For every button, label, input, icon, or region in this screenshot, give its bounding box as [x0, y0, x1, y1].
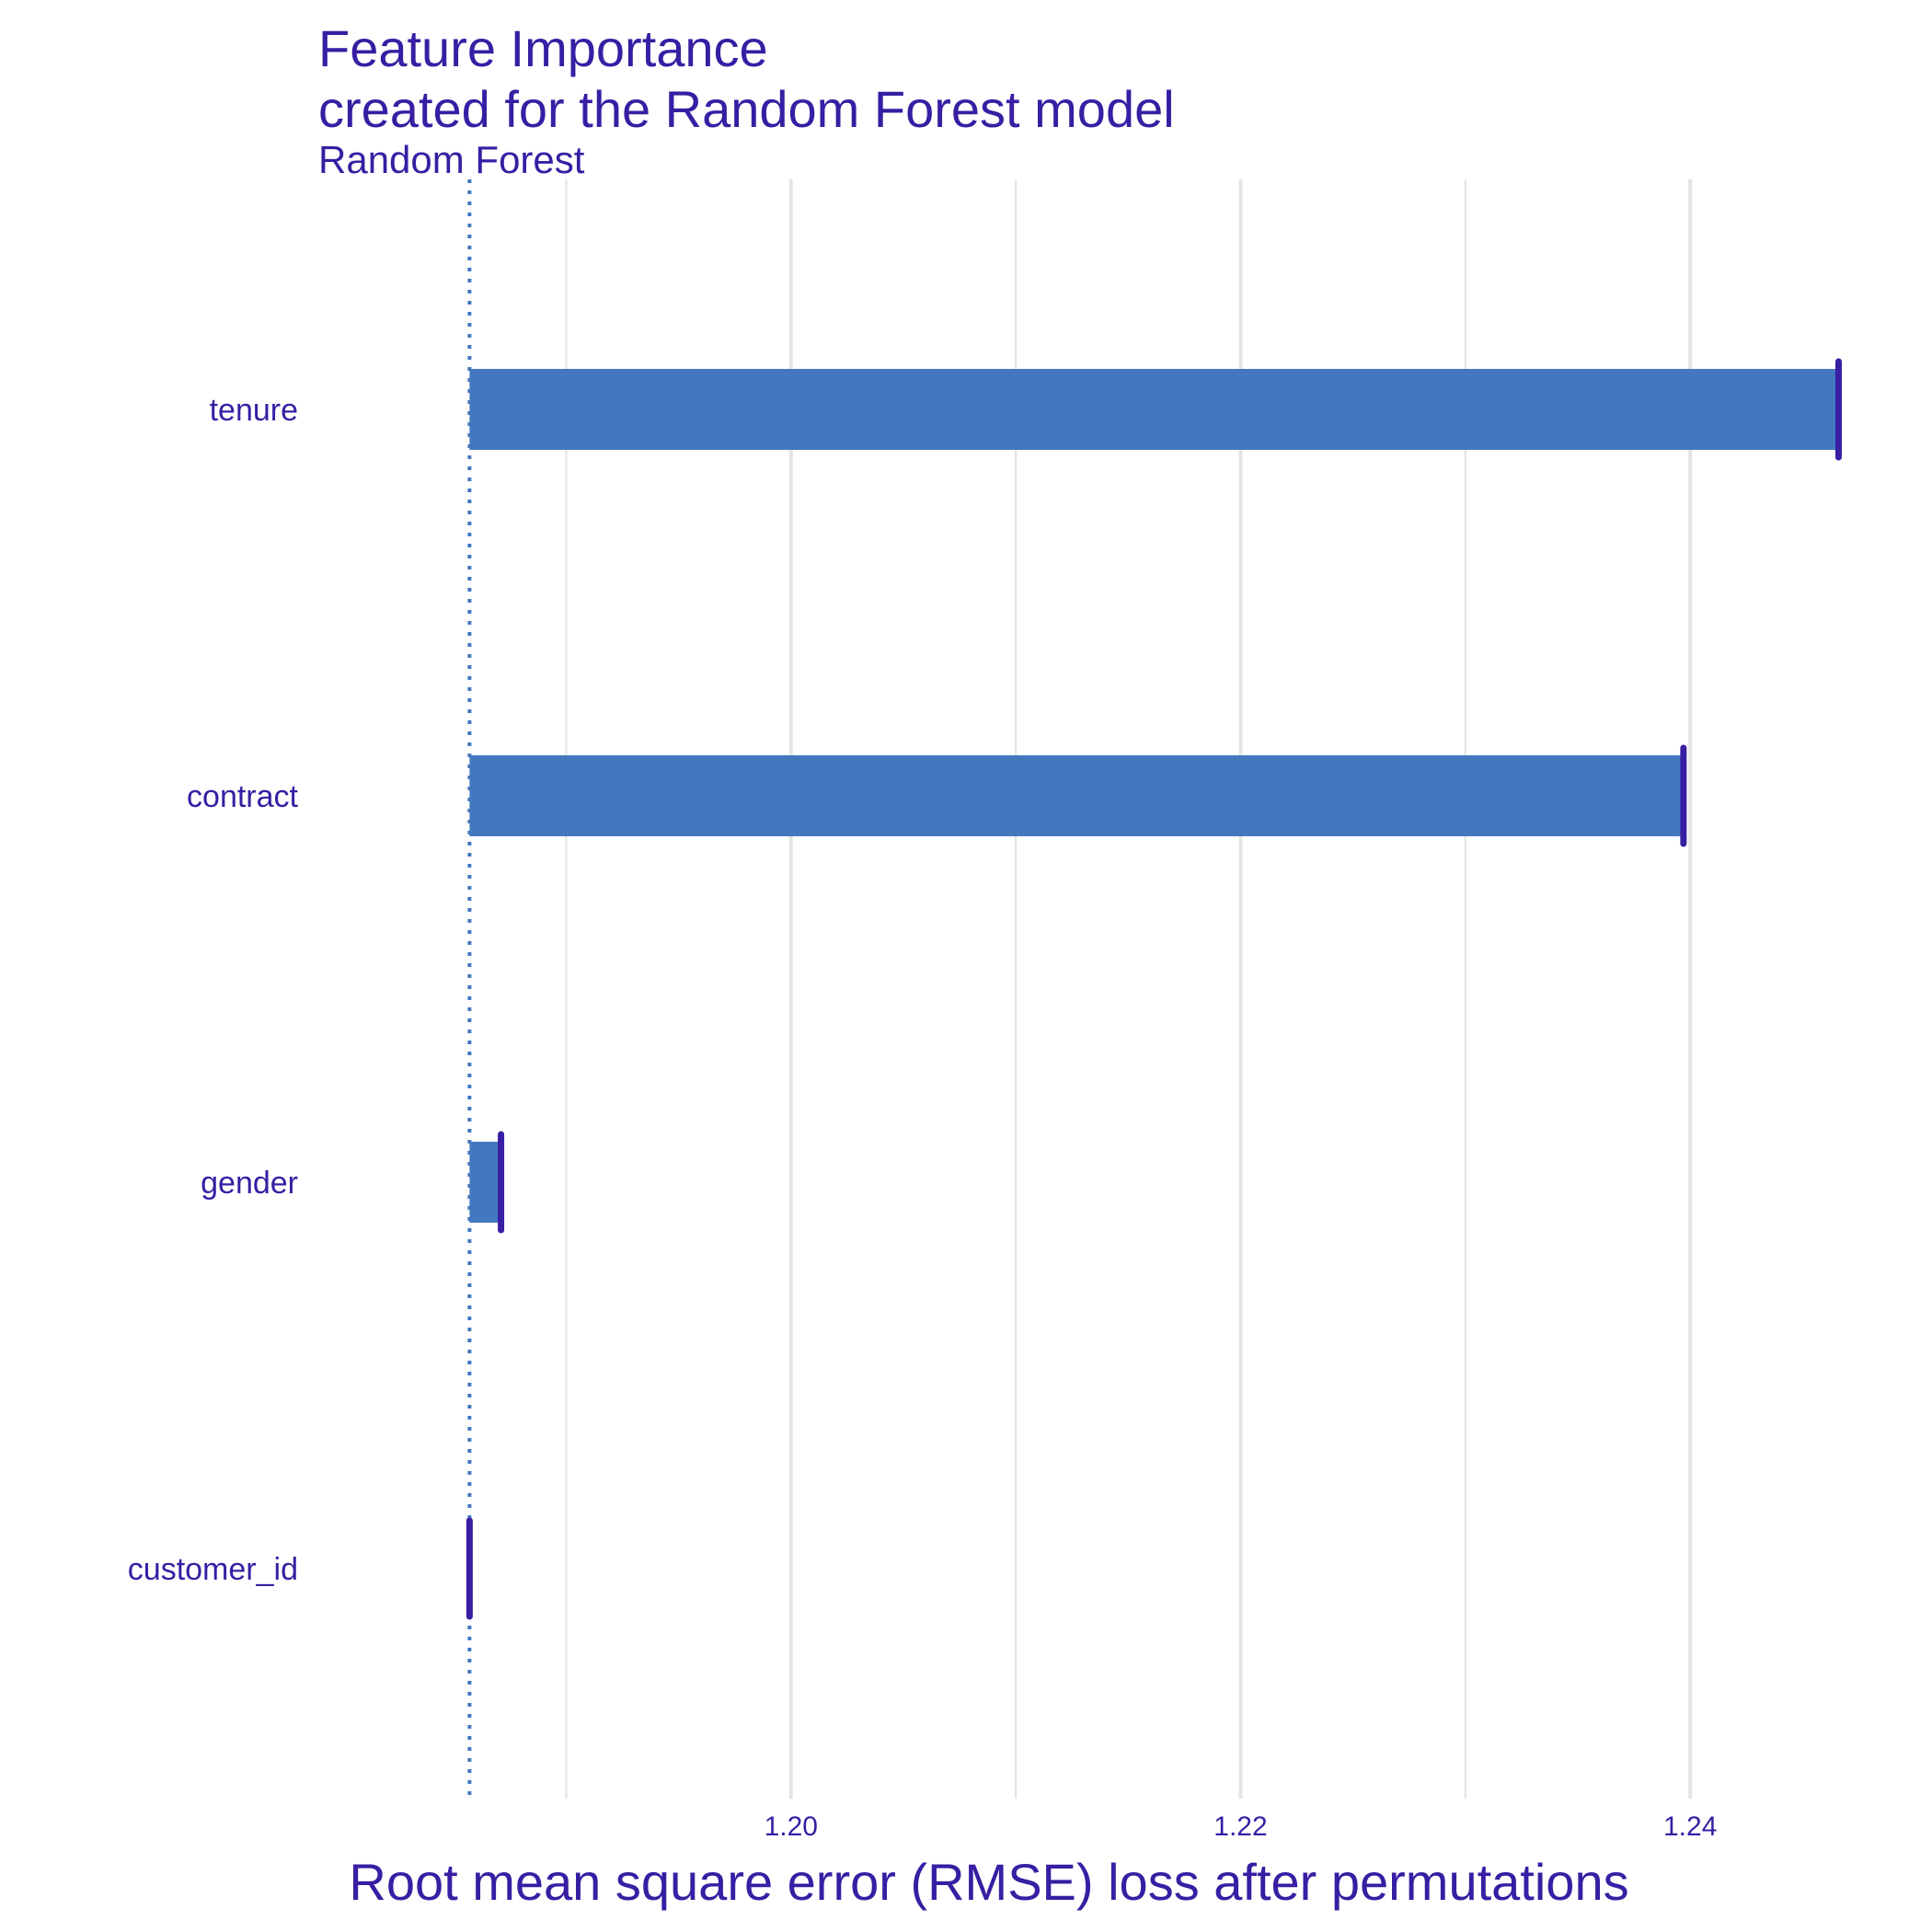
y-tick-label-contract: contract	[187, 779, 298, 814]
y-tick-label-gender: gender	[201, 1166, 298, 1201]
y-tick-label-customer_id: customer_id	[128, 1552, 298, 1587]
whiskers	[466, 358, 1842, 1620]
bar-gender	[469, 1142, 501, 1223]
x-axis-title: Root mean square error (RMSE) loss after…	[349, 1853, 1628, 1911]
bar-tenure	[469, 369, 1839, 450]
x-axis-tick-labels: 1.20 1.22 1.24	[765, 1811, 1718, 1842]
chart-subtitle: created for the Random Forest model	[318, 80, 1175, 138]
bars	[469, 369, 1839, 1223]
y-axis-labels: tenure contract gender customer_id	[128, 393, 299, 1587]
bar-contract	[469, 755, 1684, 836]
x-tick-label-1: 1.22	[1213, 1811, 1267, 1842]
x-tick-label-0: 1.20	[765, 1811, 818, 1842]
x-tick-label-2: 1.24	[1663, 1811, 1717, 1842]
y-tick-label-tenure: tenure	[210, 393, 298, 428]
chart-title: Feature Importance	[318, 19, 768, 77]
panel-label: Random Forest	[318, 138, 585, 181]
